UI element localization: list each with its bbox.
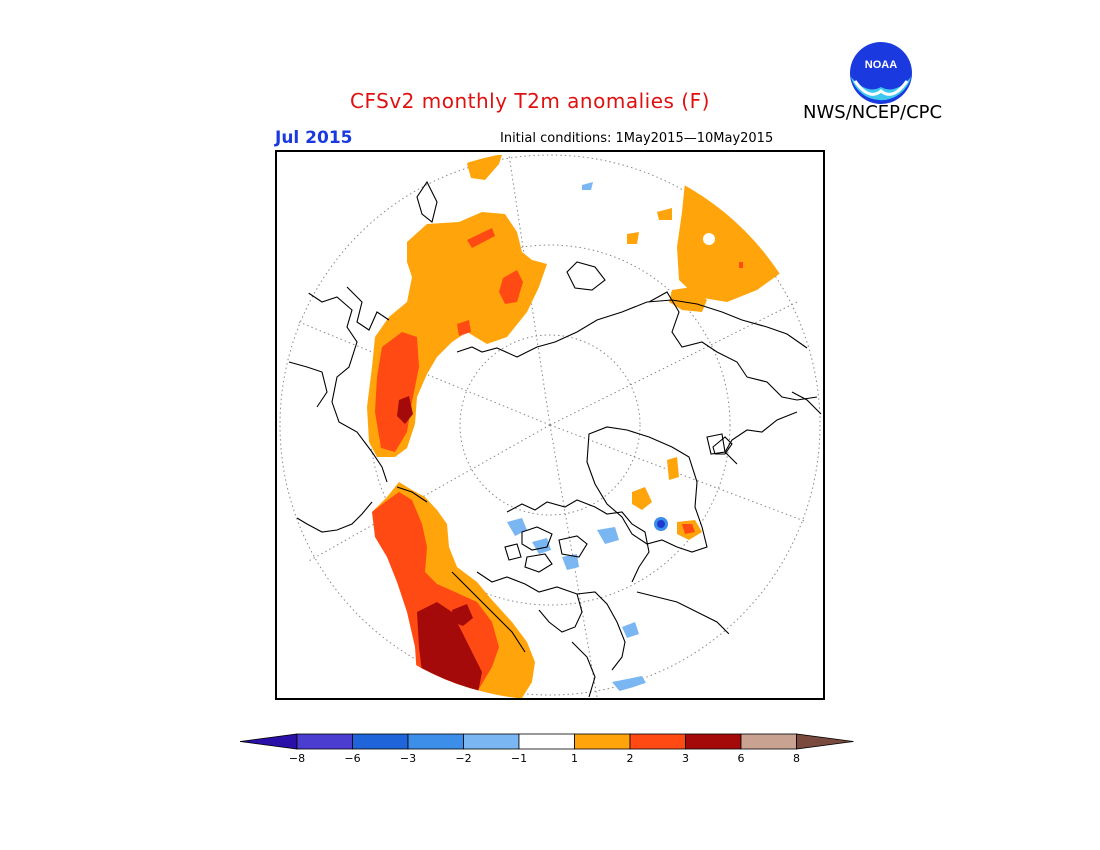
coastlines: [288, 180, 822, 698]
europe-warm-anomaly: [367, 155, 672, 457]
colorbar-tick-label: −1: [511, 752, 527, 765]
north-america-warm-anomaly: [372, 482, 535, 698]
colorbar-segment: [352, 733, 409, 750]
valid-month-label: Jul 2015: [275, 128, 353, 148]
colorbar-segment: [574, 733, 631, 750]
colorbar-segment: [407, 733, 464, 750]
initial-conditions-label: Initial conditions: 1May2015—10May2015: [500, 131, 774, 146]
logo-text: NOAA: [865, 59, 897, 71]
colorbar-tick-label: −6: [344, 752, 360, 765]
colorbar-tick-label: −2: [455, 752, 471, 765]
pacific-warm-anomaly: [669, 182, 782, 312]
chart-title: CFSv2 monthly T2m anomalies (F): [350, 89, 710, 113]
colorbar-tick-label: 2: [627, 752, 634, 765]
colorbar: −8 −6 −3 −2 −1 1 2 3 6 8: [240, 733, 854, 765]
colorbar-segment: [740, 733, 797, 750]
noaa-logo-icon: NOAA: [850, 42, 912, 104]
colorbar-tick-label: 8: [793, 752, 800, 765]
colorbar-segment: [296, 733, 353, 750]
colorbar-segment: [685, 733, 742, 750]
anomaly-map: [275, 150, 825, 700]
organization-label: NWS/NCEP/CPC: [803, 102, 943, 123]
colorbar-segment: [518, 733, 575, 750]
colorbar-segment: [463, 733, 520, 750]
greenland-anomalies: [632, 457, 702, 540]
colorbar-segment: [629, 733, 686, 750]
colorbar-tick-label: 6: [738, 752, 745, 765]
colorbar-tick-label: −8: [289, 752, 305, 765]
colorbar-tick-label: 3: [682, 752, 689, 765]
colorbar-right-arrow: [796, 733, 854, 750]
colorbar-tick-label: 1: [571, 752, 578, 765]
colorbar-tick-label: −3: [400, 752, 416, 765]
colorbar-left-arrow: [240, 733, 298, 750]
